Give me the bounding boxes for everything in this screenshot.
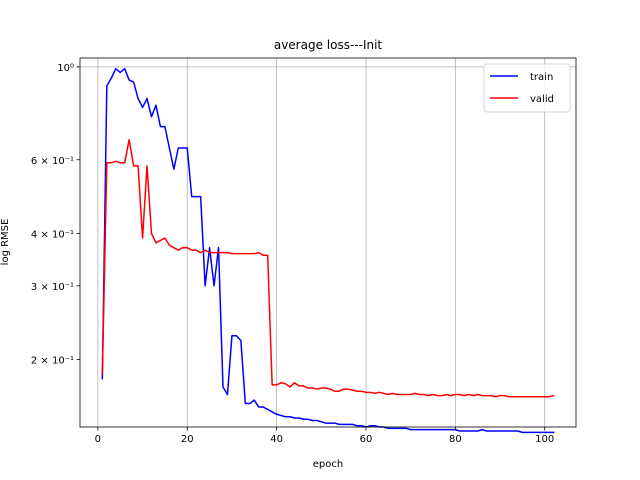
legend: train valid xyxy=(483,63,571,113)
y-axis-label: log RMSE xyxy=(0,219,11,266)
x-axis: 0 20 40 60 80 100 xyxy=(95,427,554,445)
y-axis: 2 × 10⁻¹ 3 × 10⁻¹ 4 × 10⁻¹ 6 × 10⁻¹ 10⁰ xyxy=(31,63,80,367)
y-tick-label: 4 × 10⁻¹ xyxy=(31,229,74,240)
series-line-train xyxy=(101,67,555,434)
x-tick-label: 0 xyxy=(95,434,101,445)
x-tick-label: 20 xyxy=(181,434,194,445)
legend-box xyxy=(483,63,571,113)
legend-label-valid: valid xyxy=(530,94,554,105)
plot-frame xyxy=(79,57,577,428)
y-tick-label: 6 × 10⁻¹ xyxy=(31,156,74,167)
x-tick-label: 100 xyxy=(535,434,554,445)
y-tick-label: 2 × 10⁻¹ xyxy=(31,356,74,367)
series-line-valid xyxy=(101,138,555,398)
y-tick-label: 10⁰ xyxy=(57,63,74,74)
x-tick-label: 80 xyxy=(449,434,462,445)
x-tick-label: 60 xyxy=(360,434,373,445)
x-axis-label: epoch xyxy=(313,459,343,470)
chart-title: average loss---Init xyxy=(274,38,383,52)
legend-label-train: train xyxy=(530,72,553,83)
x-tick-label: 40 xyxy=(270,434,283,445)
y-tick-label: 3 × 10⁻¹ xyxy=(31,282,74,293)
series-layer xyxy=(101,67,555,434)
plot-area xyxy=(80,58,576,427)
